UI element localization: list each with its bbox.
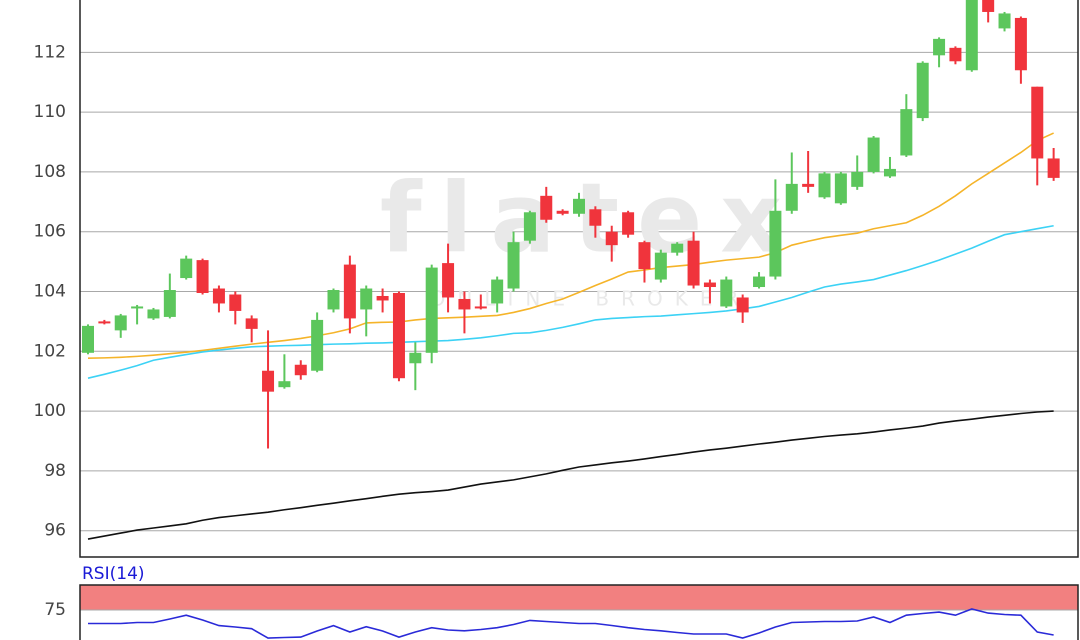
candle-body	[245, 318, 258, 329]
candle-body	[867, 137, 880, 172]
candle-body	[982, 0, 995, 12]
candle-body	[523, 212, 536, 241]
overbought-band	[80, 585, 1078, 611]
y-tick-label: 110	[34, 102, 66, 122]
candle-body	[900, 109, 913, 156]
candle-body	[294, 364, 307, 376]
candle-body	[785, 183, 798, 211]
candle-body	[965, 0, 978, 71]
candle-body	[262, 370, 275, 392]
candle-body	[736, 297, 749, 313]
candle-body	[851, 171, 864, 187]
candle-body	[883, 168, 896, 177]
candle-body	[818, 173, 831, 198]
candle-body	[540, 195, 553, 220]
candle-body	[753, 276, 766, 288]
candle-body	[998, 13, 1011, 29]
y-tick-label: 108	[34, 162, 66, 182]
candle-body	[278, 381, 291, 388]
candle-body	[376, 295, 389, 301]
candle-body	[703, 282, 716, 288]
y-tick-label: 104	[34, 282, 66, 302]
candle-body	[458, 298, 471, 310]
candle-body	[311, 319, 324, 371]
y-tick-label: 100	[34, 401, 66, 421]
candle-body	[802, 183, 815, 187]
candle-body	[442, 263, 455, 298]
y-tick-label: 75	[44, 600, 66, 620]
candle-body	[196, 260, 209, 294]
candle-body	[638, 242, 651, 270]
candle-body	[1047, 158, 1060, 178]
candle-body	[327, 290, 340, 310]
candle-body	[1014, 17, 1027, 71]
candle-body	[474, 306, 487, 309]
candle-body	[212, 288, 225, 304]
candle-body	[131, 306, 144, 309]
candle-body	[147, 309, 160, 319]
plot-frame	[79, 584, 1079, 640]
candle-body	[605, 231, 618, 246]
y-tick-label: 98	[44, 461, 66, 481]
candle-body	[425, 267, 438, 353]
candle-body	[556, 210, 569, 214]
candle-body	[687, 240, 700, 286]
moving-average-line	[87, 410, 1054, 540]
candle-body	[916, 62, 929, 119]
candle-body	[343, 264, 356, 319]
panel-title: RSI(14)	[82, 564, 145, 584]
candle-body	[360, 288, 373, 310]
watermark-logo: flatex	[380, 162, 800, 274]
candle-body	[589, 209, 602, 226]
candle-body	[507, 242, 520, 289]
candle-body	[163, 290, 176, 317]
y-tick-label: 102	[34, 341, 66, 361]
candle-body	[834, 173, 847, 204]
candle-body	[114, 315, 127, 331]
moving-average-line	[87, 132, 1054, 359]
y-tick-label: 114	[34, 0, 66, 3]
candle-body	[491, 279, 504, 304]
rsi-line	[88, 608, 1054, 639]
candle-body	[82, 325, 94, 353]
y-tick-label: 106	[34, 222, 66, 242]
candle-body	[720, 279, 733, 307]
candle-body	[180, 258, 193, 279]
candle-body	[229, 294, 242, 311]
plot-frame	[79, 0, 1079, 558]
y-tick-label: 96	[44, 521, 66, 541]
candle-body	[671, 243, 684, 253]
candle-body	[392, 293, 405, 379]
candle-body	[1031, 86, 1044, 159]
candle-body	[573, 198, 585, 214]
candle-body	[769, 210, 782, 277]
candle-body	[98, 321, 111, 324]
candle-body	[654, 252, 667, 280]
candle-body	[409, 352, 422, 364]
candle-body	[622, 212, 635, 235]
y-tick-label: 112	[34, 42, 66, 62]
candle-body	[949, 47, 962, 62]
indicator-panel	[80, 585, 1078, 639]
moving-average-line	[87, 224, 1054, 379]
candle-body	[933, 38, 946, 56]
